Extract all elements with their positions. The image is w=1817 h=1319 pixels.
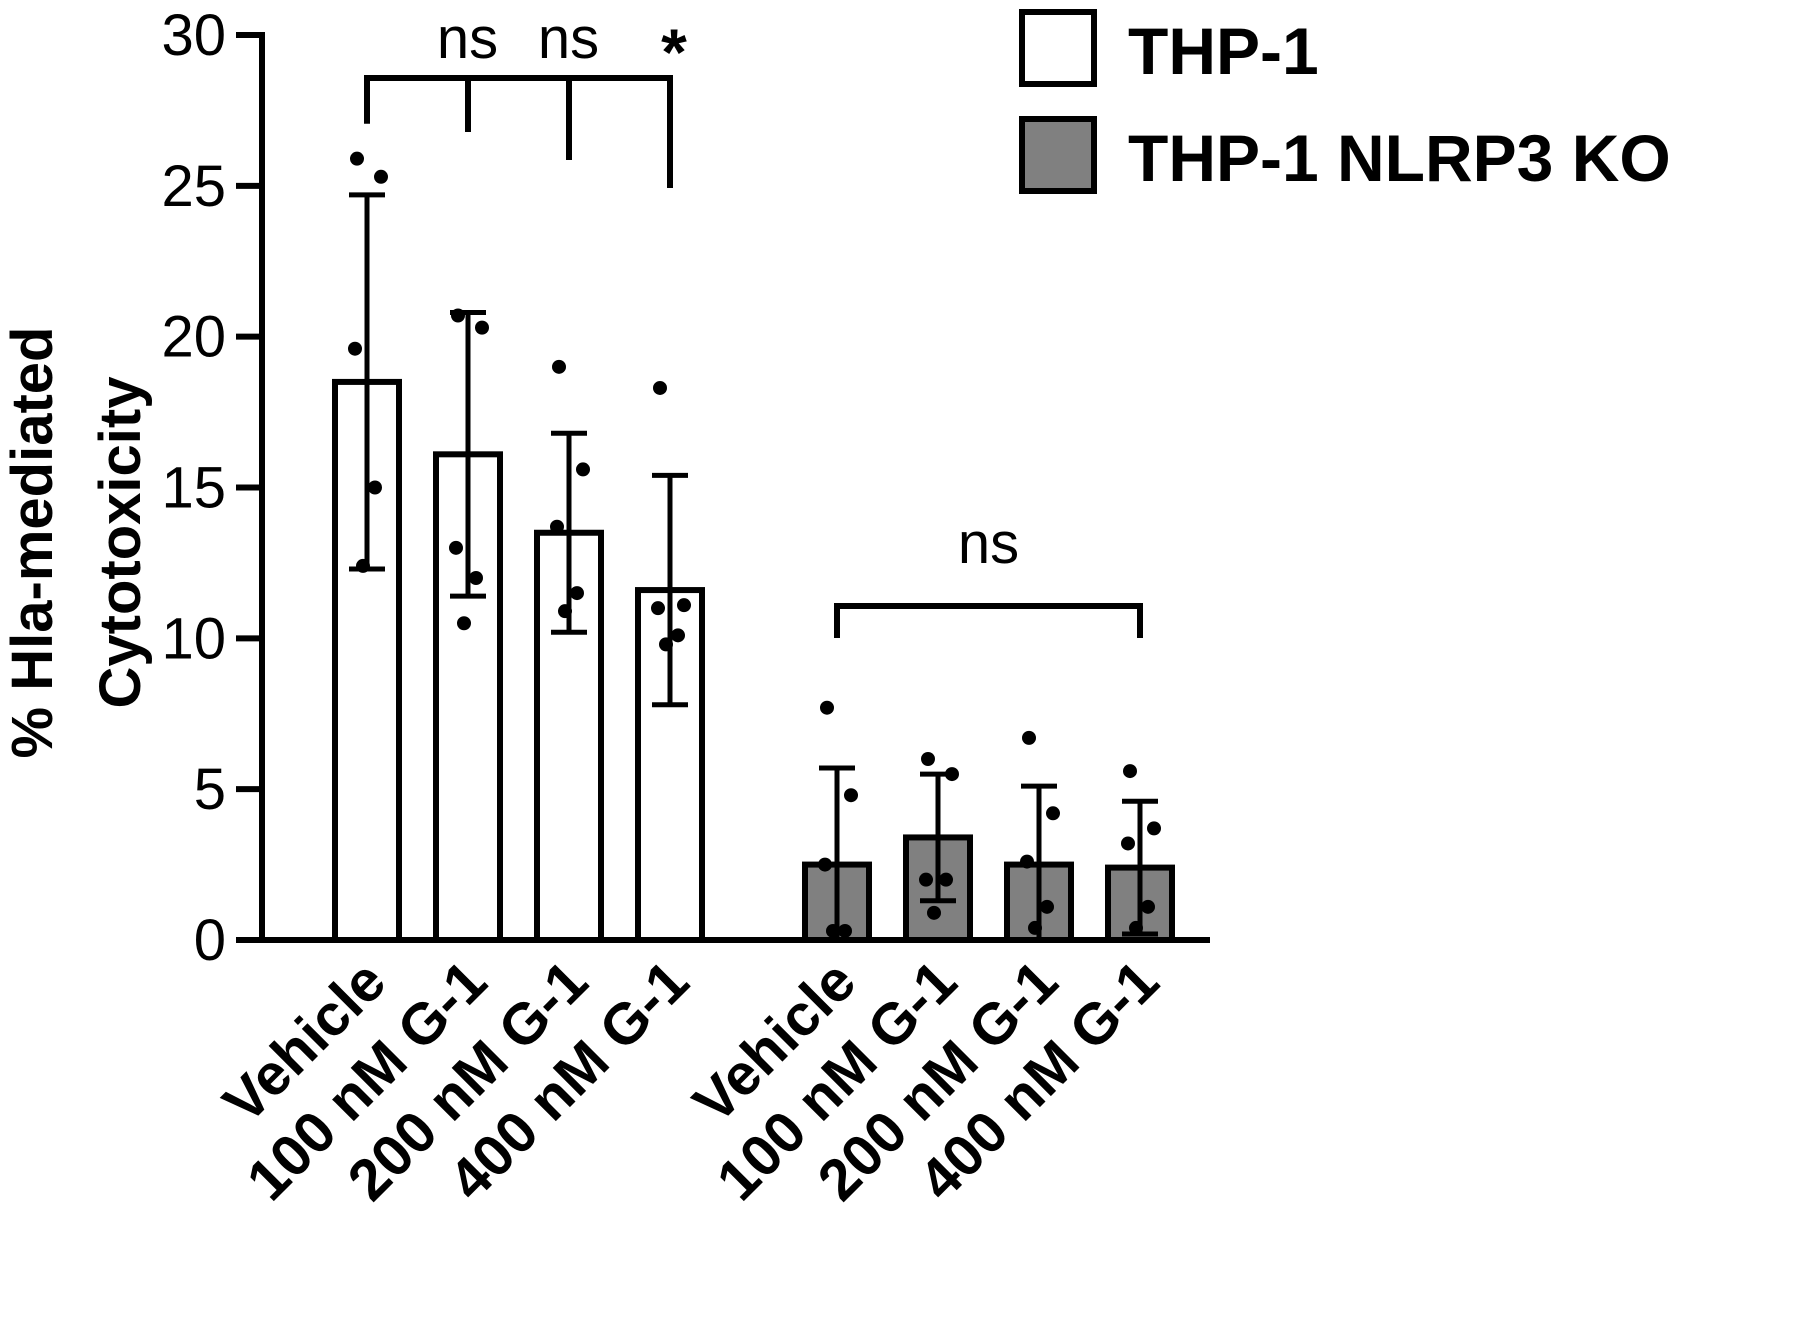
y-axis-label-line: % Hla-mediated bbox=[0, 327, 65, 759]
y-axis: 0 5 10 15 20 25 30 % Hla-mediated Cytotoxicity bbox=[0, 3, 1210, 973]
data-point bbox=[1046, 806, 1060, 821]
data-point bbox=[919, 872, 933, 887]
y-tick-label: 30 bbox=[161, 3, 226, 68]
bar bbox=[433, 451, 503, 943]
data-point bbox=[820, 700, 834, 715]
significance-label: ns bbox=[538, 6, 599, 71]
y-tick-label: 25 bbox=[161, 154, 226, 219]
y-axis-label-line: Cytotoxicity bbox=[88, 377, 153, 709]
data-point bbox=[1121, 836, 1135, 851]
legend-label: THP-1 NLRP3 KO bbox=[1128, 121, 1671, 195]
error-bars bbox=[349, 192, 1158, 943]
data-point bbox=[1123, 764, 1137, 779]
legend-label: THP-1 bbox=[1128, 14, 1319, 88]
data-point bbox=[348, 341, 362, 356]
legend-swatch bbox=[1019, 9, 1097, 87]
data-point bbox=[818, 857, 832, 872]
data-point bbox=[550, 519, 564, 534]
data-point bbox=[671, 628, 685, 643]
legend: THP-1 THP-1 NLRP3 KO bbox=[1019, 9, 1671, 195]
data-point bbox=[653, 380, 667, 395]
significance-brackets: ns ns *ns bbox=[364, 6, 1143, 638]
data-point bbox=[838, 923, 852, 938]
data-point bbox=[475, 320, 489, 335]
data-point bbox=[1147, 821, 1161, 836]
data-point bbox=[350, 151, 364, 166]
data-point bbox=[457, 616, 471, 631]
data-point bbox=[927, 905, 941, 920]
data-point bbox=[939, 872, 953, 887]
data-point bbox=[844, 788, 858, 803]
bars bbox=[332, 378, 1175, 944]
data-point bbox=[677, 598, 691, 613]
data-point bbox=[921, 752, 935, 766]
significance-label: ns bbox=[437, 6, 498, 71]
data-point bbox=[1022, 730, 1036, 745]
data-point bbox=[374, 169, 388, 184]
data-point bbox=[1040, 899, 1054, 914]
y-tick-label: 0 bbox=[194, 908, 226, 973]
data-point bbox=[449, 540, 463, 555]
data-point bbox=[576, 462, 590, 477]
data-point bbox=[469, 571, 483, 585]
data-point bbox=[570, 586, 584, 601]
y-tick-label: 10 bbox=[161, 606, 226, 671]
data-point bbox=[552, 359, 566, 374]
data-point bbox=[1141, 899, 1155, 914]
y-tick-label: 20 bbox=[161, 305, 226, 370]
y-tick-label: 15 bbox=[161, 456, 226, 521]
y-tick-label: 5 bbox=[194, 757, 226, 822]
data-point bbox=[651, 601, 665, 616]
bar bbox=[635, 587, 705, 943]
data-point bbox=[1020, 854, 1034, 869]
data-point bbox=[368, 480, 382, 495]
significance-star: * bbox=[661, 15, 687, 89]
legend-swatch bbox=[1019, 116, 1097, 194]
significance-label: ns bbox=[958, 511, 1019, 576]
